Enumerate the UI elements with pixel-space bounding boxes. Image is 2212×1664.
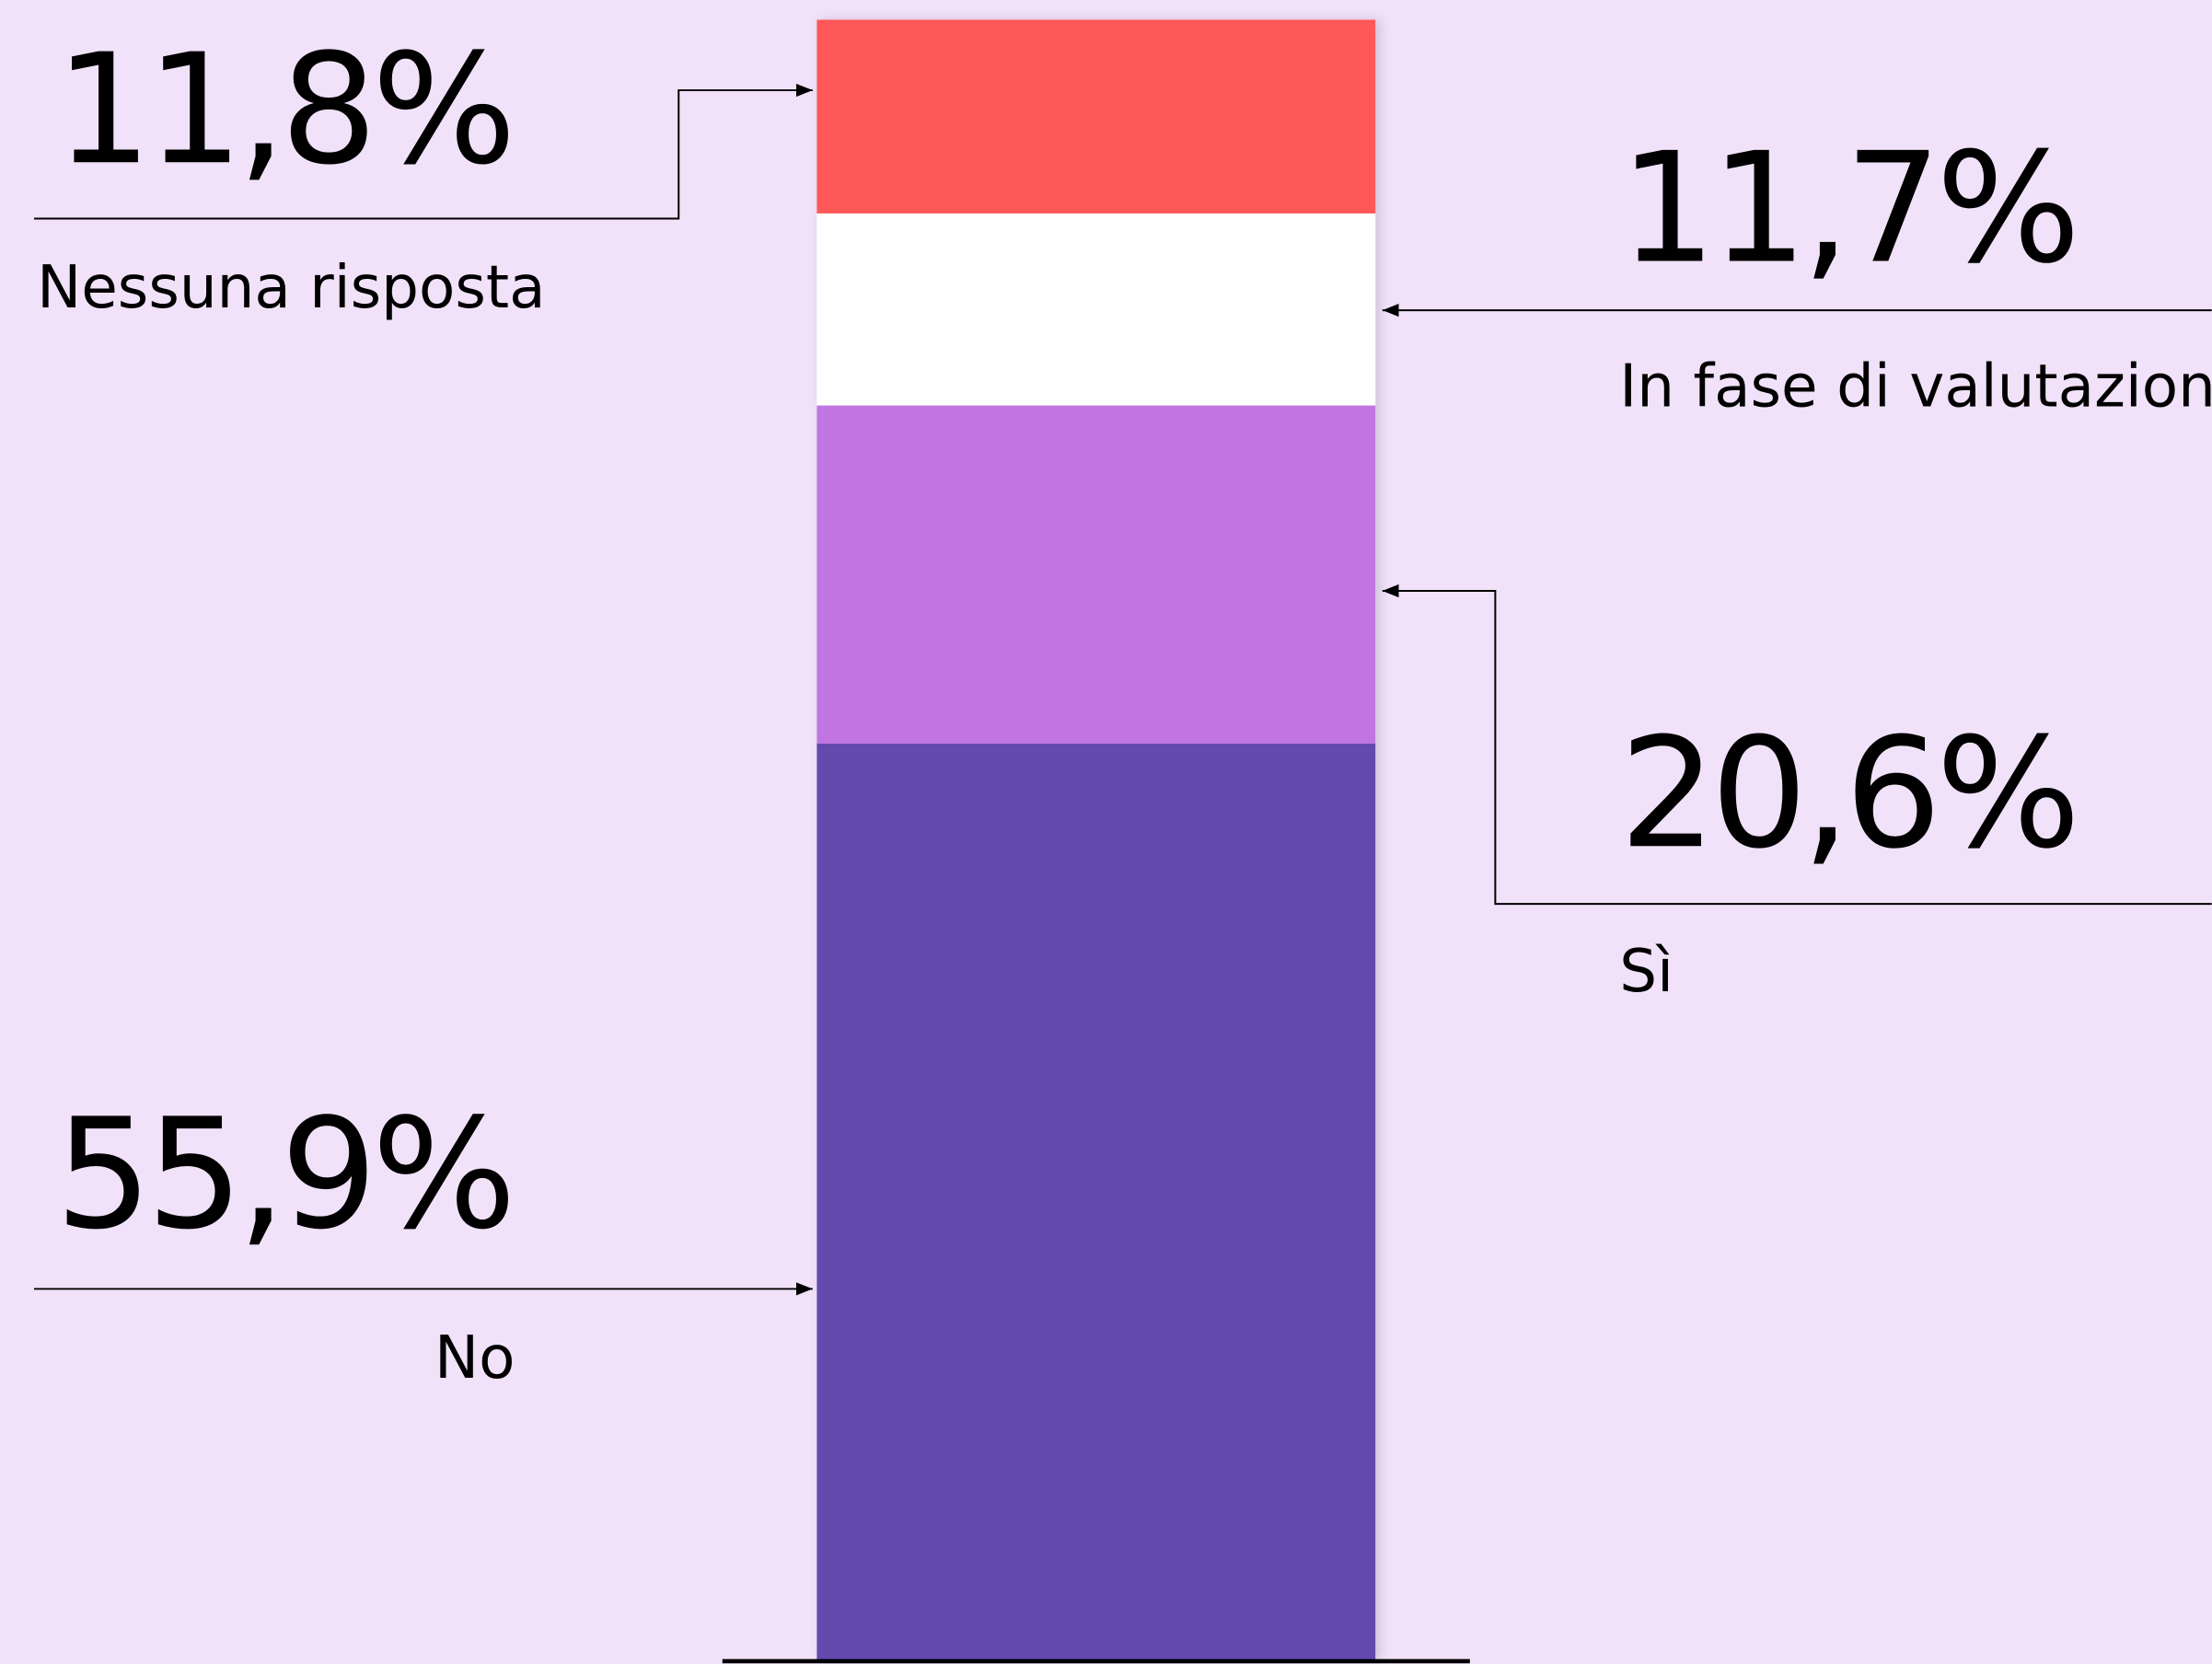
value-label: 20,6% — [1619, 705, 2075, 883]
leader-line — [1382, 584, 2212, 906]
bar-segment — [816, 19, 1376, 214]
bar-segment — [816, 213, 1376, 406]
leader-line — [34, 83, 813, 220]
value-label: 11,8% — [55, 21, 511, 199]
bar-segment — [816, 405, 1376, 744]
series-name: In fase di valutazione — [1619, 352, 2212, 421]
series-name: Sì — [1619, 937, 1673, 1006]
series-name: Nessuna risposta — [37, 253, 545, 322]
value-label: 55,9% — [55, 1086, 511, 1264]
value-label: 11,7% — [1619, 120, 2075, 297]
series-name: No — [434, 1323, 515, 1392]
bar-segment — [816, 743, 1376, 1661]
stacked-bar — [816, 19, 1376, 1661]
